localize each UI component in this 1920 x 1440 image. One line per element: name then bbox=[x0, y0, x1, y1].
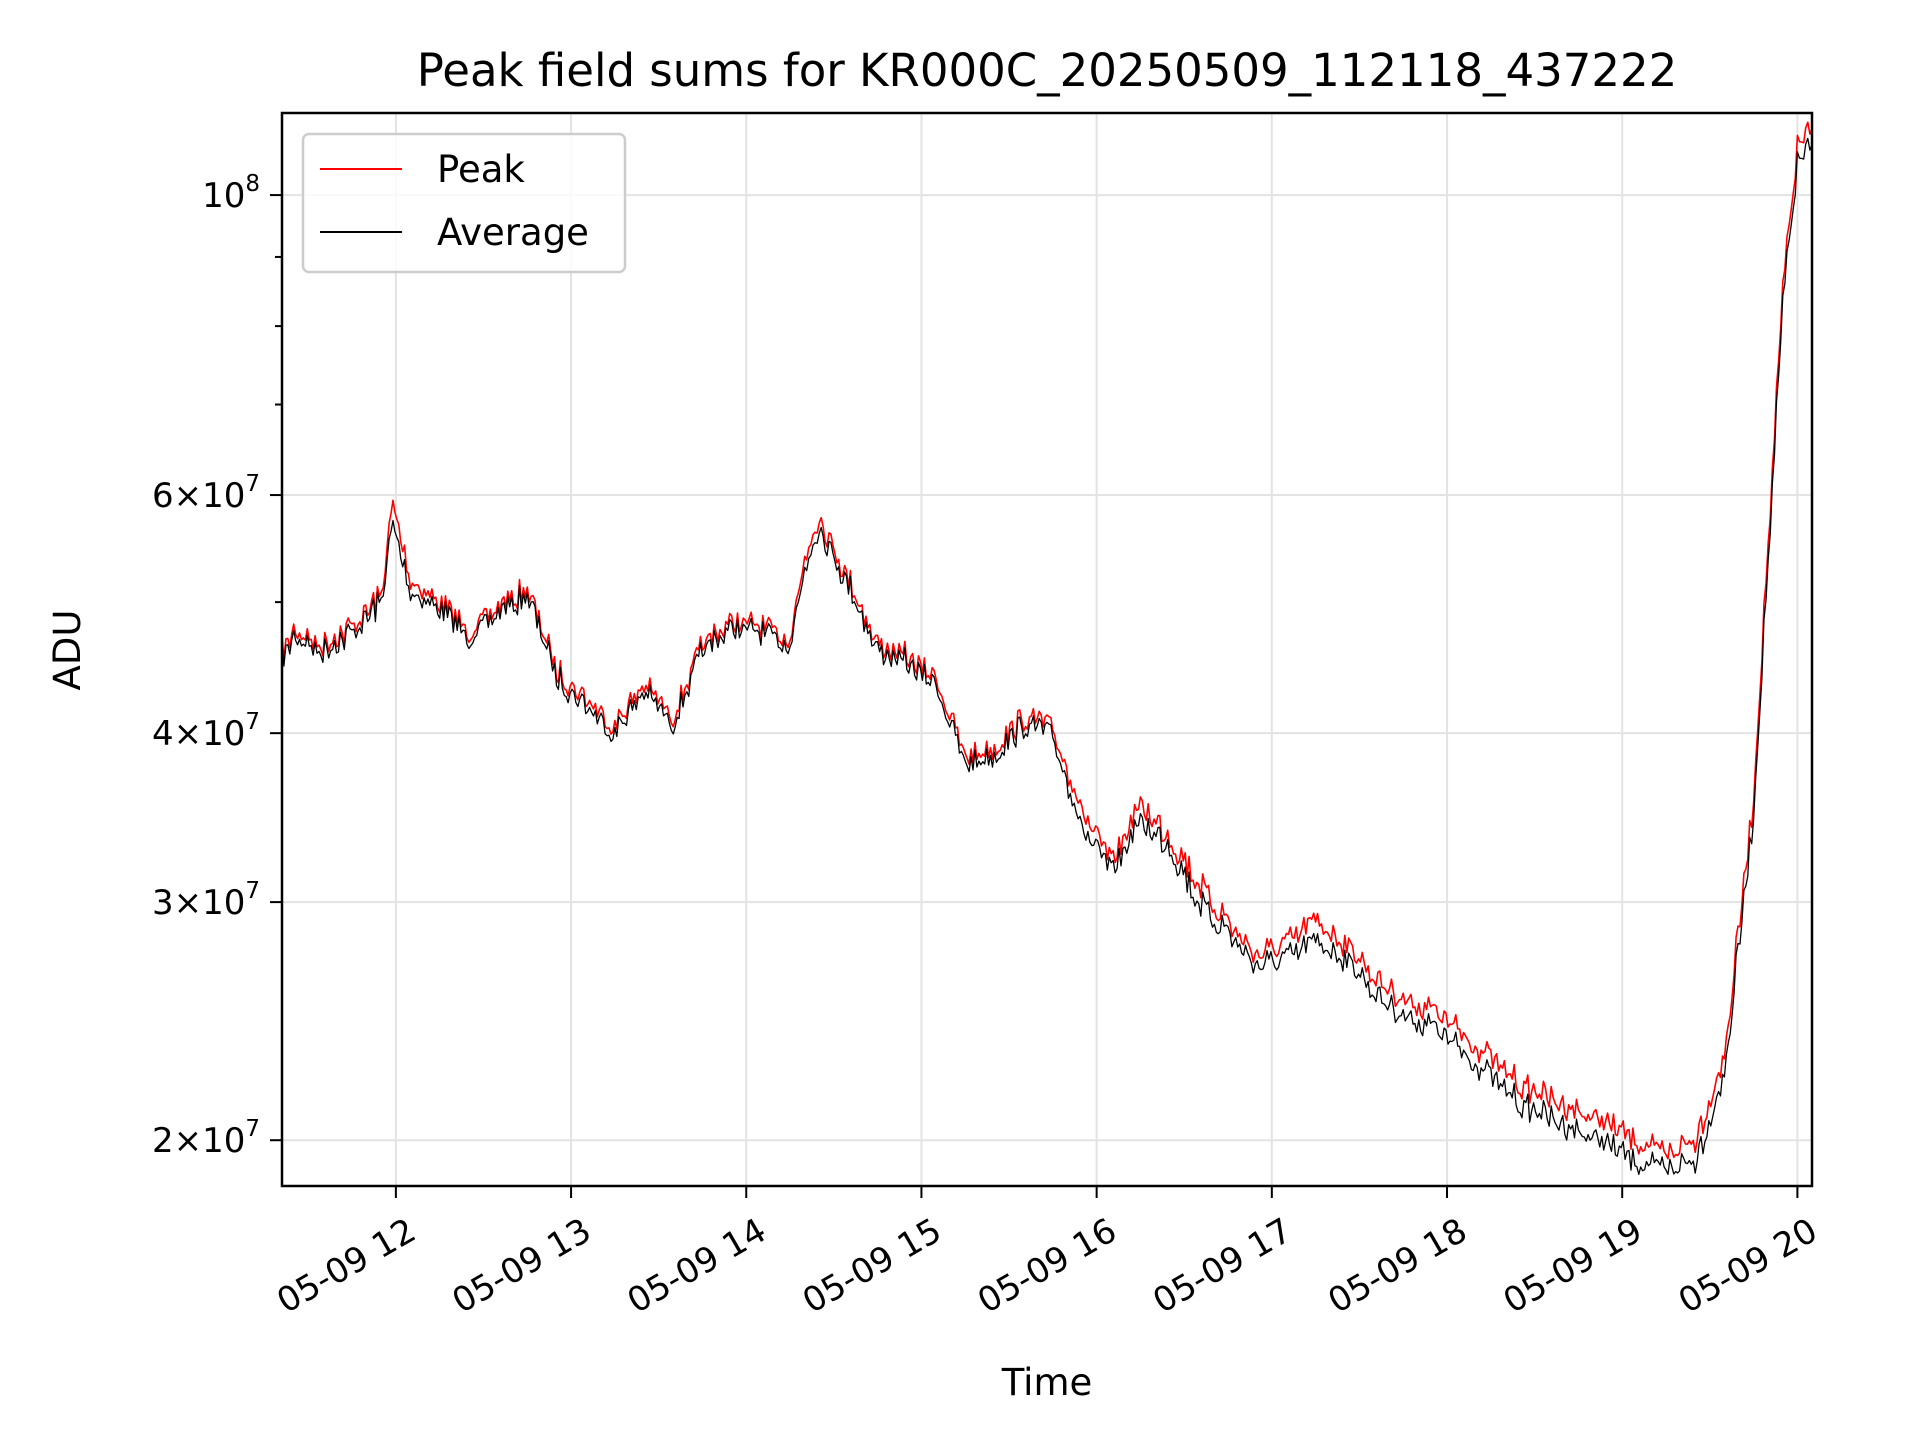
legend: Peak Average bbox=[301, 132, 627, 274]
y-tick-label: 4×107 bbox=[152, 709, 260, 754]
legend-label-average: Average bbox=[437, 211, 589, 254]
y-tick-label: 3×107 bbox=[152, 878, 260, 923]
chart-title: Peak field sums for KR000C_20250509_1121… bbox=[417, 44, 1677, 97]
y-tick-label: 6×107 bbox=[152, 471, 260, 516]
y-tick-label: 2×107 bbox=[152, 1116, 260, 1161]
y-tick-label: 108 bbox=[202, 171, 260, 216]
plot-frame bbox=[280, 111, 1814, 1188]
y-axis-ticks: 2×107 3×107 4×107 6×107 108 bbox=[152, 171, 282, 1161]
y-axis-label: ADU bbox=[46, 610, 89, 691]
grid-lines bbox=[282, 113, 1812, 1186]
legend-label-peak: Peak bbox=[437, 148, 525, 191]
series-lines bbox=[281, 121, 1813, 1176]
x-axis-label: Time bbox=[1001, 1361, 1093, 1404]
series-line-average bbox=[281, 137, 1813, 1176]
